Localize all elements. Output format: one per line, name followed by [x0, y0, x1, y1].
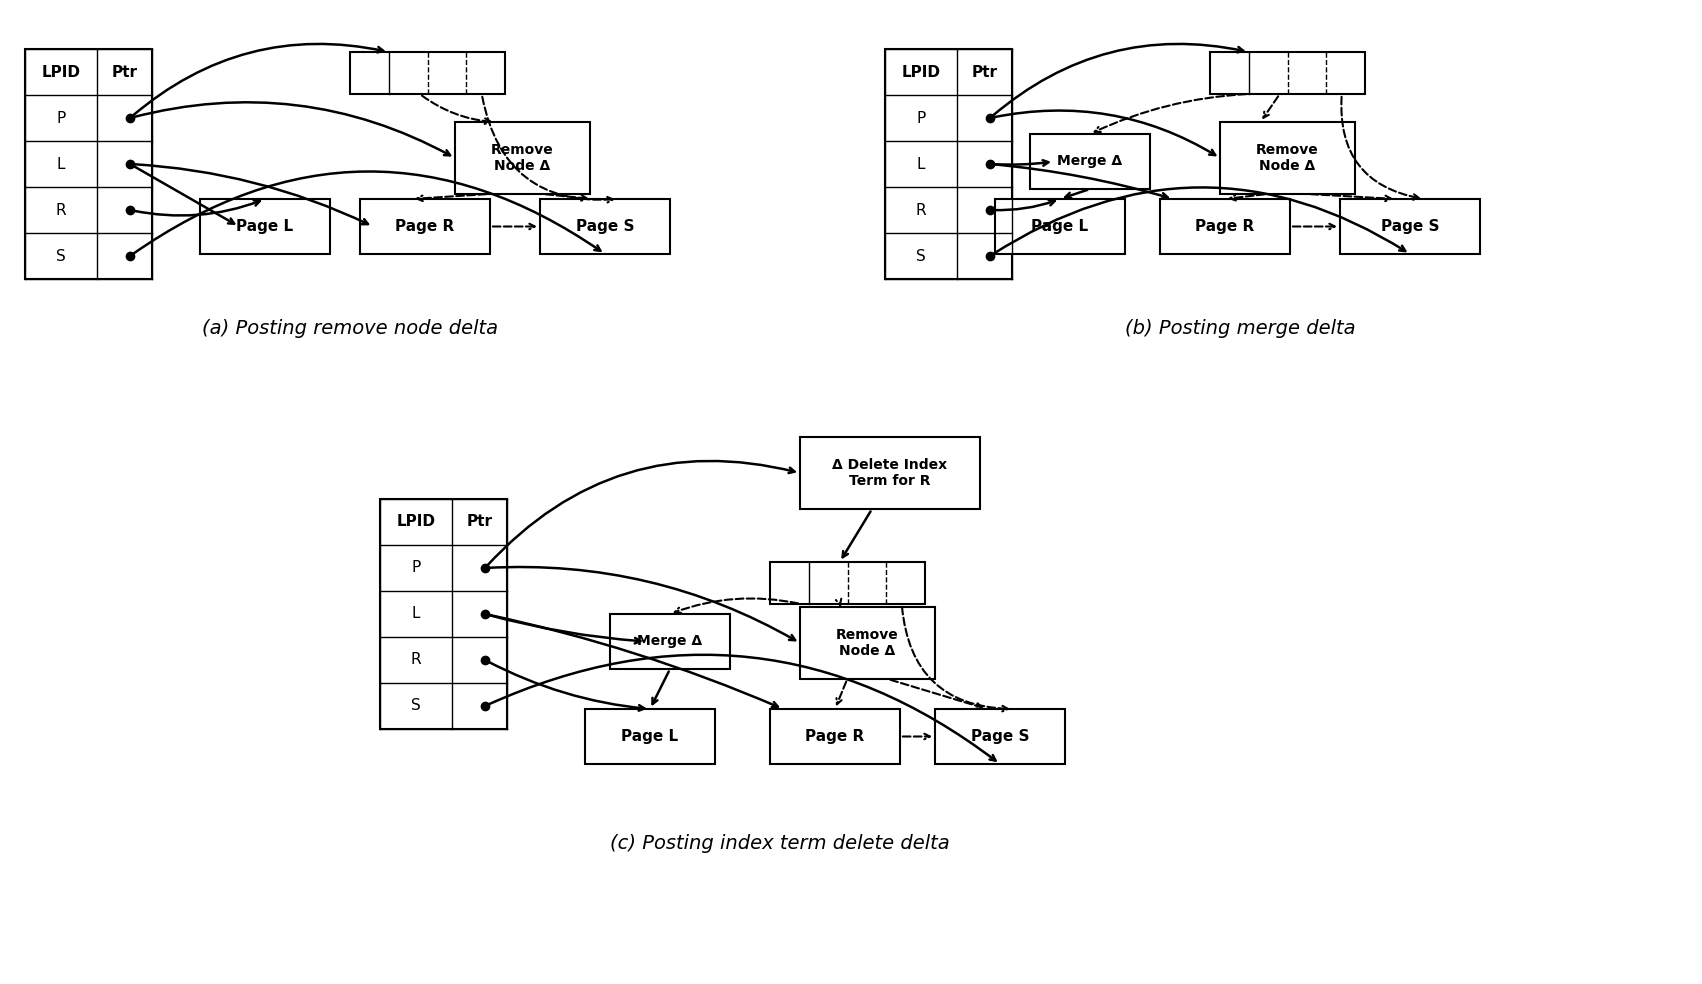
- Text: Δ Delete Index
Term for R: Δ Delete Index Term for R: [832, 458, 948, 488]
- Text: (c) Posting index term delete delta: (c) Posting index term delete delta: [609, 834, 950, 853]
- Text: LPID: LPID: [902, 65, 941, 80]
- FancyBboxPatch shape: [800, 607, 934, 679]
- FancyBboxPatch shape: [351, 52, 505, 94]
- Text: Page L: Page L: [1031, 219, 1089, 234]
- Text: LPID: LPID: [397, 515, 436, 529]
- Text: Page S: Page S: [1380, 219, 1440, 234]
- FancyBboxPatch shape: [540, 199, 671, 254]
- FancyBboxPatch shape: [585, 709, 715, 764]
- Text: S: S: [916, 249, 926, 264]
- FancyBboxPatch shape: [885, 49, 1013, 279]
- Text: Remove
Node Δ: Remove Node Δ: [1256, 143, 1319, 173]
- Text: Page L: Page L: [237, 219, 293, 234]
- Text: P: P: [56, 110, 66, 126]
- Text: Page S: Page S: [970, 729, 1030, 744]
- Text: (a) Posting remove node delta: (a) Posting remove node delta: [203, 319, 499, 338]
- FancyBboxPatch shape: [934, 709, 1065, 764]
- FancyBboxPatch shape: [800, 437, 980, 509]
- Text: Merge Δ: Merge Δ: [1057, 154, 1123, 168]
- FancyBboxPatch shape: [996, 199, 1125, 254]
- Text: S: S: [412, 699, 420, 713]
- Text: R: R: [916, 203, 926, 217]
- Text: P: P: [412, 561, 420, 576]
- Text: Remove
Node Δ: Remove Node Δ: [836, 628, 899, 658]
- Text: (b) Posting merge delta: (b) Posting merge delta: [1125, 319, 1355, 338]
- FancyBboxPatch shape: [26, 49, 151, 279]
- Text: Page L: Page L: [621, 729, 679, 744]
- FancyBboxPatch shape: [1030, 134, 1151, 189]
- Text: P: P: [916, 110, 926, 126]
- Text: Ptr: Ptr: [112, 65, 138, 80]
- Text: L: L: [412, 606, 420, 622]
- FancyBboxPatch shape: [769, 562, 924, 604]
- FancyBboxPatch shape: [1220, 122, 1355, 194]
- Text: R: R: [410, 652, 422, 667]
- Text: Merge Δ: Merge Δ: [638, 635, 703, 648]
- FancyBboxPatch shape: [1210, 52, 1365, 94]
- Text: LPID: LPID: [41, 65, 80, 80]
- Text: Ptr: Ptr: [972, 65, 997, 80]
- FancyBboxPatch shape: [201, 199, 330, 254]
- FancyBboxPatch shape: [1161, 199, 1290, 254]
- Text: L: L: [917, 156, 926, 171]
- Text: R: R: [56, 203, 66, 217]
- Text: Remove
Node Δ: Remove Node Δ: [492, 143, 553, 173]
- Text: Page R: Page R: [1195, 219, 1254, 234]
- FancyBboxPatch shape: [454, 122, 591, 194]
- Text: S: S: [56, 249, 66, 264]
- FancyBboxPatch shape: [1339, 199, 1481, 254]
- FancyBboxPatch shape: [361, 199, 490, 254]
- FancyBboxPatch shape: [380, 499, 507, 729]
- FancyBboxPatch shape: [609, 614, 730, 669]
- Text: Ptr: Ptr: [466, 515, 492, 529]
- Text: Page R: Page R: [395, 219, 454, 234]
- Text: L: L: [56, 156, 65, 171]
- Text: Page S: Page S: [575, 219, 635, 234]
- Text: Page R: Page R: [805, 729, 865, 744]
- FancyBboxPatch shape: [769, 709, 900, 764]
